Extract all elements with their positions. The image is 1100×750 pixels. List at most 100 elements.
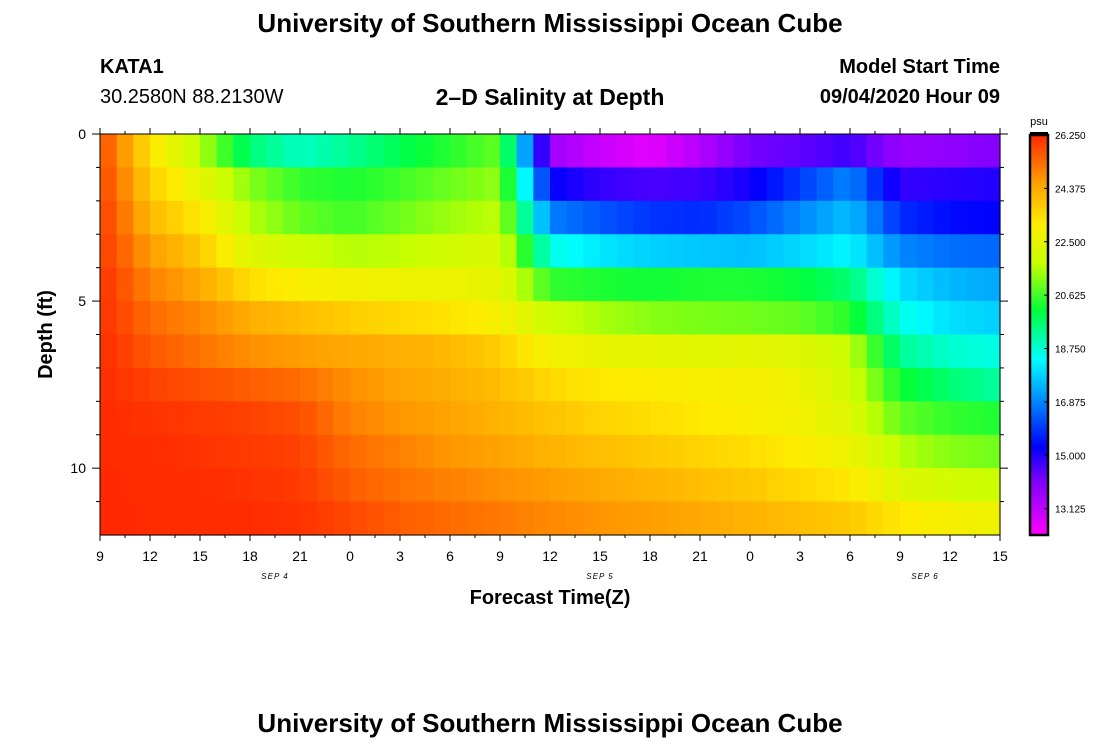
heatmap-cell <box>333 367 351 402</box>
heatmap-cell <box>100 167 118 202</box>
heatmap-cell <box>933 367 951 402</box>
heatmap-cell <box>850 401 868 436</box>
heatmap-cell <box>316 468 334 503</box>
heatmap-cell <box>650 134 668 169</box>
heatmap-cell <box>800 468 818 503</box>
heatmap-cell <box>683 501 701 536</box>
axes: 9 12 15 18 21 0 3 6 9 12 15 18 21 0 3 6 9 12 15 SEP 4 SEP 5 S… <box>70 126 1008 581</box>
heatmap-cell <box>233 334 251 369</box>
heatmap-cell <box>100 334 118 369</box>
heatmap-cell <box>350 501 368 536</box>
heatmap-cell <box>883 200 901 235</box>
heatmap-cell <box>566 167 584 202</box>
heatmap-cell <box>466 167 484 202</box>
heatmap-cell <box>750 334 768 369</box>
heatmap-cell <box>766 134 784 169</box>
heatmap-cell <box>850 501 868 536</box>
heatmap-cell <box>533 134 551 169</box>
heatmap-cell <box>633 434 651 469</box>
heatmap-cell <box>300 167 318 202</box>
heatmap-cell <box>516 234 534 269</box>
heatmap-cell <box>283 367 301 402</box>
heatmap-cell <box>850 234 868 269</box>
heatmap-cell <box>383 501 401 536</box>
heatmap-cell <box>766 267 784 302</box>
heatmap-cell <box>333 401 351 436</box>
heatmap-cell <box>600 367 618 402</box>
heatmap-cell <box>933 267 951 302</box>
heatmap-cell <box>533 234 551 269</box>
heatmap-cell <box>566 200 584 235</box>
heatmap-cell <box>516 134 534 169</box>
heatmap-cell <box>416 501 434 536</box>
heatmap-cell <box>800 301 818 336</box>
heatmap-cell <box>616 301 634 336</box>
x-tick-label: 6 <box>446 548 454 564</box>
heatmap-cell <box>733 367 751 402</box>
heatmap-cell <box>950 200 968 235</box>
heatmap-cell <box>750 200 768 235</box>
heatmap-cell <box>683 200 701 235</box>
heatmap-cell <box>133 501 151 536</box>
heatmap-cell <box>583 134 601 169</box>
colorbar-tick-label: 22.500 <box>1055 238 1086 249</box>
heatmap-cell <box>316 267 334 302</box>
heatmap-cell <box>450 134 468 169</box>
heatmap-cell <box>550 434 568 469</box>
heatmap-cell <box>783 367 801 402</box>
heatmap-cell <box>366 434 384 469</box>
heatmap-cell <box>900 167 918 202</box>
heatmap-cell <box>933 301 951 336</box>
heatmap-cell <box>133 434 151 469</box>
heatmap-cell <box>500 200 518 235</box>
heatmap-cell <box>116 401 134 436</box>
colorbar-tick-label: 26.250 <box>1055 131 1086 142</box>
heatmap-cell <box>366 234 384 269</box>
heatmap-cell <box>233 200 251 235</box>
model-start-time: 09/04/2020 Hour 09 <box>819 86 1000 108</box>
heatmap-cell <box>666 200 684 235</box>
heatmap-cell <box>200 200 218 235</box>
heatmap-cell <box>150 434 168 469</box>
heatmap-cell <box>416 468 434 503</box>
heatmap-cell <box>883 501 901 536</box>
heatmap-cell <box>250 200 268 235</box>
x-tick-label: 12 <box>142 548 158 564</box>
heatmap-cell <box>566 267 584 302</box>
colorbar-tick-label: 18.750 <box>1055 345 1086 356</box>
heatmap-cell <box>616 468 634 503</box>
heatmap-cell <box>400 367 418 402</box>
heatmap-cell <box>900 468 918 503</box>
heatmap-cell <box>116 434 134 469</box>
heatmap-cell <box>216 200 234 235</box>
heatmap-cell <box>683 468 701 503</box>
heatmap-cell <box>783 134 801 169</box>
heatmap-cell <box>333 134 351 169</box>
heatmap-cell <box>750 301 768 336</box>
heatmap-cell <box>200 367 218 402</box>
heatmap-cell <box>216 367 234 402</box>
heatmap-cell <box>866 267 884 302</box>
colorbar-tick-label: 24.375 <box>1055 184 1086 195</box>
heatmap-cell <box>366 334 384 369</box>
heatmap-cell <box>333 434 351 469</box>
heatmap-cell <box>500 167 518 202</box>
heatmap-cell <box>966 301 984 336</box>
heatmap-cell <box>933 167 951 202</box>
heatmap-cell <box>600 334 618 369</box>
heatmap-cell <box>266 501 284 536</box>
heatmap-cell <box>450 468 468 503</box>
heatmap-cell <box>200 301 218 336</box>
heatmap-cell <box>700 334 718 369</box>
heatmap-cell <box>416 167 434 202</box>
heatmap-cell <box>983 468 1001 503</box>
heatmap-cell <box>783 501 801 536</box>
heatmap-cell <box>966 434 984 469</box>
heatmap-cell <box>816 267 834 302</box>
heatmap-cell <box>666 301 684 336</box>
heatmap-cell <box>816 367 834 402</box>
heatmap-cell <box>633 134 651 169</box>
heatmap-cell <box>633 167 651 202</box>
heatmap-cell <box>950 334 968 369</box>
heatmap-cell <box>450 267 468 302</box>
